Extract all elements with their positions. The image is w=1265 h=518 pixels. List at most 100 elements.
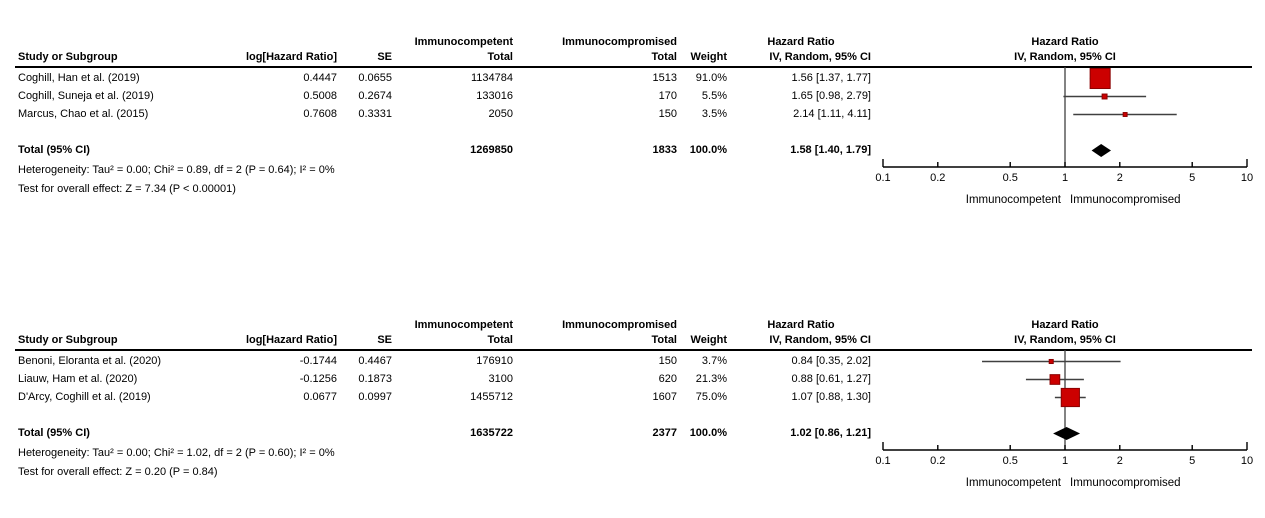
plot-header-hazard-ratio: Hazard Ratio [1031,319,1099,331]
overall-effect-text: Test for overall effect: Z = 0.20 (P = 0… [18,466,218,478]
study-hr-text: 1.07 [0.88, 1.30] [791,391,871,403]
study-label: Liauw, Ham et al. (2020) [18,373,138,385]
study-se: 0.0997 [358,391,392,403]
total-row-total-1: 1635722 [470,427,513,439]
study-total-compromised: 150 [658,108,677,120]
column-header-study: Study or Subgroup [18,334,118,346]
column-header-log-hr: log[Hazard Ratio] [245,51,337,63]
study-total-competent: 2050 [488,108,513,120]
study-log-hr: -0.1744 [299,355,337,367]
plot-header-hr-ci: IV, Random, 95% CI [1014,51,1116,63]
study-label: Coghill, Han et al. (2019) [18,72,140,84]
axis-tick-label: 5 [1189,455,1195,467]
summary-diamond [1091,144,1112,157]
group-header-immunocompetent: Immunocompetent [414,36,513,48]
heterogeneity-text: Heterogeneity: Tau² = 0.00; Chi² = 0.89,… [18,164,335,176]
column-header-se: SE [377,51,392,63]
column-header-hr-ci: IV, Random, 95% CI [769,51,871,63]
axis-tick-label: 0.1 [875,172,890,184]
study-hr-text: 0.88 [0.61, 1.27] [791,373,871,385]
study-log-hr: 0.4447 [303,72,337,84]
effect-square [1122,112,1128,117]
axis-tick-label: 2 [1117,172,1123,184]
forest-panel-top: Immunocompetent Immunocompromised Hazard… [0,30,1265,230]
axis-tick-label: 0.2 [930,172,945,184]
axis-tick-label: 0.5 [1003,455,1018,467]
group-header-immunocompromised: Immunocompromised [562,36,677,48]
column-header-total-1: Total [487,51,513,63]
study-total-competent: 3100 [488,373,513,385]
column-header-total-2: Total [651,334,677,346]
axis-tick-label: 2 [1117,455,1123,467]
study-label: Benoni, Eloranta et al. (2020) [18,355,162,367]
effect-square [1089,67,1111,90]
total-row-total-2: 1833 [652,144,677,156]
favours-right-label: Immunocompromised [1070,194,1181,206]
study-label: Marcus, Chao et al. (2015) [18,108,149,120]
study-total-competent: 176910 [476,355,513,367]
column-header-study: Study or Subgroup [18,51,118,63]
axis-tick-label: 1 [1062,455,1068,467]
column-header-weight: Weight [690,334,727,346]
favours-left-label: Immunocompetent [966,194,1062,206]
axis-tick-label: 1 [1062,172,1068,184]
total-row-total-2: 2377 [652,427,677,439]
study-hr-text: 1.56 [1.37, 1.77] [791,72,871,84]
study-total-competent: 1455712 [470,391,513,403]
study-weight: 5.5% [701,90,727,102]
column-header-hazard-ratio: Hazard Ratio [767,36,835,48]
study-weight: 3.7% [701,355,727,367]
study-hr-text: 1.65 [0.98, 2.79] [791,90,871,102]
study-se: 0.0655 [358,72,392,84]
study-se: 0.1873 [358,373,392,385]
axis-tick-label: 10 [1241,455,1253,467]
forest-plot-canvas: 0.1 0.2 0.5 1 2 5 10 Immunocompetent Immunocompr… [875,67,1253,206]
study-total-competent: 133016 [476,90,513,102]
column-header-weight: Weight [690,51,727,63]
header-divider [15,349,1252,351]
total-row-label: Total (95% CI) [18,144,90,156]
group-header-immunocompromised: Immunocompromised [562,319,677,331]
total-row-hr-ci: 1.58 [1.40, 1.79] [790,144,871,156]
study-weight: 91.0% [695,72,727,84]
study-hr-text: 2.14 [1.11, 4.11] [793,108,871,120]
effect-square [1049,374,1061,385]
summary-diamond [1053,427,1081,440]
column-header-total-1: Total [487,334,513,346]
study-log-hr: 0.5008 [303,90,337,102]
study-total-compromised: 620 [658,373,677,385]
header-divider [15,66,1252,68]
total-row-total-1: 1269850 [470,144,513,156]
forest-plot-canvas: 0.1 0.2 0.5 1 2 5 10 Immunocompetent Immunocompr… [875,350,1253,489]
study-total-compromised: 150 [658,355,677,367]
total-row-weight: 100.0% [689,144,727,156]
heterogeneity-text: Heterogeneity: Tau² = 0.00; Chi² = 1.02,… [18,447,335,459]
total-row-label: Total (95% CI) [18,427,90,439]
study-se: 0.3331 [358,108,392,120]
study-hr-text: 0.84 [0.35, 2.02] [791,355,871,367]
column-header-se: SE [377,334,392,346]
column-header-hazard-ratio: Hazard Ratio [767,319,835,331]
favours-left-label: Immunocompetent [966,477,1062,489]
column-header-total-2: Total [651,51,677,63]
study-se: 0.4467 [358,355,392,367]
study-total-compromised: 1513 [652,72,677,84]
total-row-hr-ci: 1.02 [0.86, 1.21] [790,427,871,439]
effect-square [1048,358,1054,365]
plot-header-hazard-ratio: Hazard Ratio [1031,36,1099,48]
axis-tick-label: 10 [1241,172,1253,184]
column-header-hr-ci: IV, Random, 95% CI [769,334,871,346]
overall-effect-text: Test for overall effect: Z = 7.34 (P < 0… [18,183,236,195]
study-label: Coghill, Suneja et al. (2019) [18,90,154,102]
study-total-compromised: 1607 [652,391,677,403]
study-log-hr: 0.7608 [303,108,337,120]
study-log-hr: 0.0677 [303,391,337,403]
axis-tick-label: 0.1 [875,455,890,467]
study-log-hr: -0.1256 [299,373,337,385]
study-weight: 21.3% [695,373,727,385]
study-weight: 75.0% [695,391,727,403]
favours-right-label: Immunocompromised [1070,477,1181,489]
axis-tick-label: 0.5 [1003,172,1018,184]
study-total-competent: 1134784 [470,72,513,84]
total-row-weight: 100.0% [689,427,727,439]
